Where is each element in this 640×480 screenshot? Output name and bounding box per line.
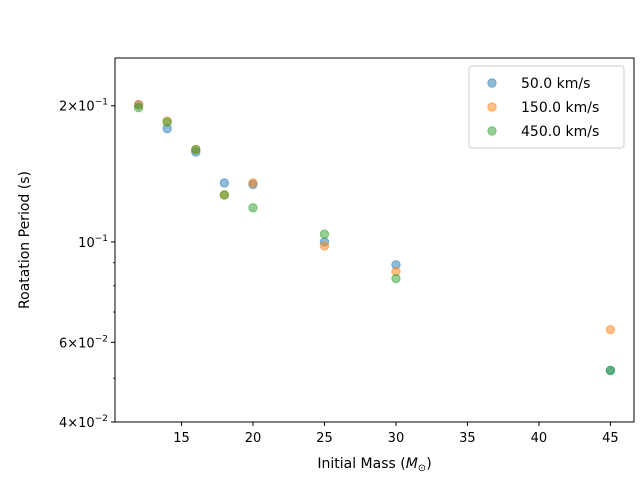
legend: 50.0 km/s 150.0 km/s 450.0 km/s [468,65,625,149]
x-tick-label: 20 [245,431,262,446]
data-point-series-3 [605,365,616,376]
data-point-series-3 [319,229,330,239]
legend-label: 150.0 km/s [521,100,599,116]
y-tick-label: 6×10−2 [59,334,108,351]
legend-marker [487,102,497,112]
data-point-series-3 [191,144,201,155]
legend-marker [487,78,497,88]
legend-box [468,65,625,149]
data-points [133,100,616,376]
x-tick-label: 15 [173,431,190,446]
data-point-series-3 [133,103,144,113]
x-axis-label: Initial Mass (M⊙) [317,456,431,474]
x-tick-label: 35 [459,431,476,446]
x-tick-label: 40 [531,431,548,446]
legend-label: 50.0 km/s [521,76,590,92]
data-point-series-2 [605,324,616,335]
y-axis-label: Roatation Period (s) [17,171,33,309]
x-axis-label-close: ) [426,456,431,472]
data-point-series-3 [219,190,230,200]
data-point-series-3 [391,273,401,284]
x-axis-label-math: M [406,456,418,472]
data-point-series-2 [319,241,330,251]
y-tick-label: 2×10−1 [59,98,108,115]
y-tick-label: 10−1 [78,234,108,251]
data-point-series-1 [219,178,230,188]
data-point-series-3 [248,203,258,213]
data-point-series-3 [162,117,172,127]
legend-label: 450.0 km/s [521,124,599,140]
y-axis-ticks: 2×10−1 10−1 6×10−2 4×10−2 [59,98,115,431]
legend-marker [487,126,497,136]
y-tick-label: 4×10−2 [59,414,108,431]
x-axis-label-text: Initial Mass ( [317,456,405,472]
x-tick-label: 25 [316,431,333,446]
legend-entries: 50.0 km/s 150.0 km/s 450.0 km/s [487,76,599,140]
x-tick-label: 30 [388,431,405,446]
x-axis-ticks: 15 20 25 30 35 40 45 [173,422,619,446]
data-point-series-2 [248,178,258,188]
plot-area-frame [114,57,635,423]
x-axis-label-subscript: ⊙ [418,463,426,474]
x-tick-label: 45 [602,431,619,446]
